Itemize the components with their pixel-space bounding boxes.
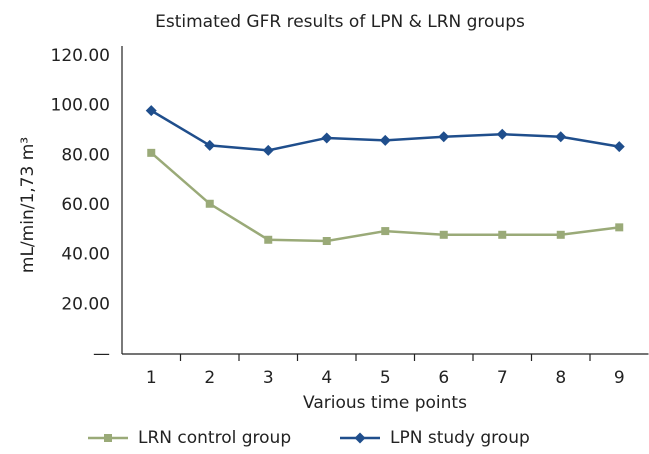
marker [498, 230, 507, 239]
marker [104, 434, 112, 442]
marker [147, 148, 156, 157]
y-tick-label: 80.00 [61, 145, 110, 165]
marker [379, 134, 391, 146]
marker [354, 432, 366, 444]
marker [322, 237, 331, 246]
x-tick-label: 1 [146, 368, 157, 388]
x-tick-label: 2 [204, 368, 215, 388]
marker [613, 141, 625, 153]
x-tick-label: 4 [321, 368, 332, 388]
x-tick-label: 8 [555, 368, 566, 388]
y-tick-label: 60.00 [61, 195, 110, 215]
marker [204, 139, 216, 151]
y-tick-label: 100.00 [51, 96, 110, 116]
marker [264, 235, 273, 244]
marker [556, 230, 565, 239]
marker [555, 131, 567, 143]
y-axis-label: mL/min/1,73 m³ [18, 137, 38, 273]
y-tick-label: — [93, 344, 110, 364]
marker [439, 230, 448, 239]
marker [615, 223, 624, 232]
x-tick-label: 7 [497, 368, 508, 388]
x-axis-label: Various time points [303, 393, 467, 413]
marker [438, 131, 450, 143]
y-tick-label: 20.00 [61, 294, 110, 314]
marker [321, 132, 333, 144]
marker [496, 128, 508, 140]
y-tick-label: 120.00 [51, 46, 110, 66]
marker [145, 105, 157, 117]
x-tick-label: 5 [380, 368, 391, 388]
y-tick-label: 40.00 [61, 245, 110, 265]
marker [262, 144, 274, 156]
x-tick-label: 6 [438, 368, 449, 388]
x-tick-label: 3 [263, 368, 274, 388]
marker [205, 199, 214, 208]
chart-title: Estimated GFR results of LPN & LRN group… [155, 12, 525, 32]
legend-label: LRN control group [138, 428, 291, 448]
x-tick-label: 9 [614, 368, 625, 388]
legend-label: LPN study group [390, 428, 530, 448]
marker [381, 227, 390, 236]
